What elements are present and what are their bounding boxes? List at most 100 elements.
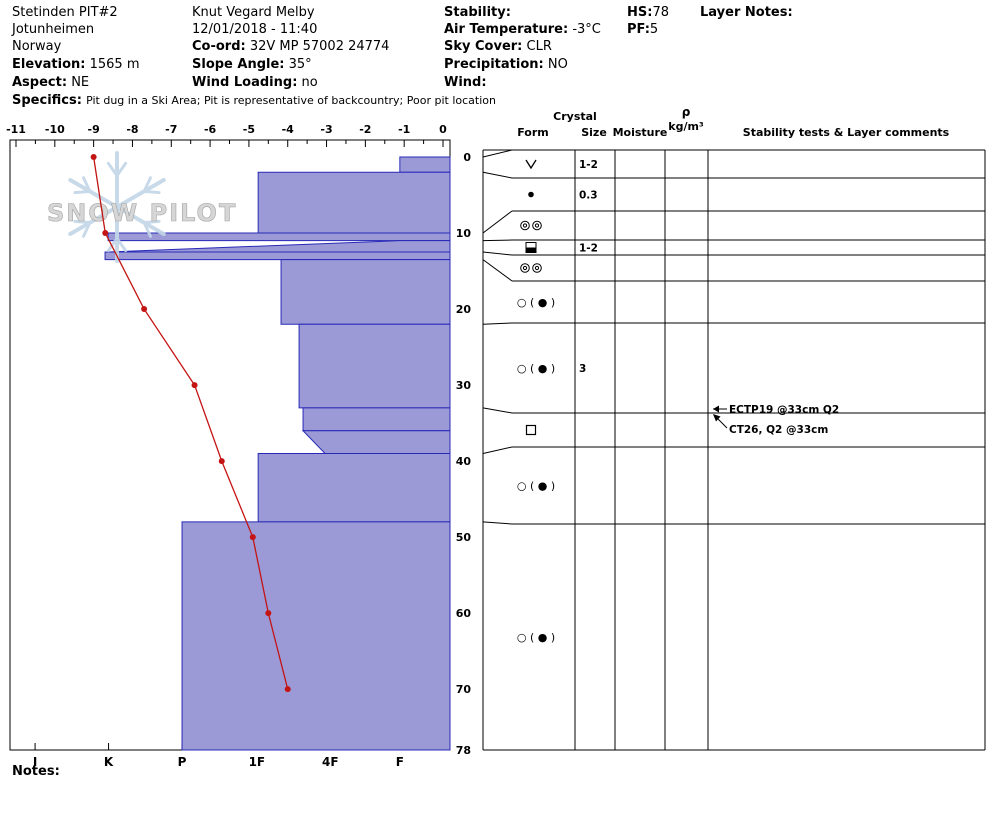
aspect-label: Aspect: bbox=[12, 75, 68, 90]
coord-label: Co-ord: bbox=[192, 39, 246, 54]
svg-text:78: 78 bbox=[456, 744, 471, 757]
snow-layer bbox=[257, 171, 451, 234]
comments-header: Stability tests & Layer comments bbox=[743, 126, 950, 139]
temp-point bbox=[284, 686, 291, 693]
snow-layer bbox=[301, 430, 451, 455]
coord-field: Co-ord: 32V MP 57002 24774 bbox=[192, 39, 389, 55]
observer-name: Knut Vegard Melby bbox=[192, 5, 315, 20]
temp-point bbox=[265, 610, 272, 617]
moisture-header: Moisture bbox=[613, 126, 668, 139]
snowflake-icon bbox=[68, 178, 119, 209]
watermark-text: SNOW PILOT bbox=[47, 199, 237, 227]
svg-text:P: P bbox=[178, 755, 187, 769]
form-new-snow-icon bbox=[525, 159, 537, 170]
crystal-size-value: 0.3 bbox=[579, 190, 598, 202]
sky-cover-label: Sky Cover: bbox=[444, 39, 523, 54]
form-rounds-mixed-icon: ○ ( ● ) bbox=[517, 362, 555, 375]
aspect-field: Aspect: NE bbox=[12, 75, 89, 91]
svg-text:K: K bbox=[104, 755, 114, 769]
snowpilot-watermark: SNOW PILOT bbox=[47, 151, 237, 263]
stability-test-ct: CT26, Q2 @33cm bbox=[729, 424, 828, 436]
form-rimed-icon bbox=[520, 263, 530, 273]
pit-country: Norway bbox=[12, 39, 62, 54]
svg-text:I: I bbox=[33, 755, 37, 769]
pit-datetime: 12/01/2018 - 11:40 bbox=[192, 22, 318, 37]
slope-angle-value: 35° bbox=[288, 57, 312, 72]
wind-field: Wind: bbox=[444, 75, 487, 91]
temp-point bbox=[218, 458, 225, 465]
svg-text:60: 60 bbox=[456, 607, 472, 620]
snow-layer bbox=[399, 156, 451, 173]
precipitation-label: Precipitation: bbox=[444, 57, 544, 72]
snow-layer bbox=[108, 240, 451, 253]
svg-text:0: 0 bbox=[439, 123, 447, 136]
elevation-label: Elevation: bbox=[12, 57, 86, 72]
svg-text:-3: -3 bbox=[320, 123, 332, 136]
form-rounds-mixed-icon: ○ ( ● ) bbox=[517, 296, 555, 309]
temp-point bbox=[249, 534, 256, 541]
stability-label: Stability: bbox=[444, 5, 511, 20]
temperature-axis: -11 -10 -9 -8 -7 -6 -5 -4 -3 -2 -1 0 bbox=[6, 123, 447, 147]
wind-loading-label: Wind Loading: bbox=[192, 75, 298, 90]
wind-loading-value: no bbox=[301, 75, 318, 90]
svg-text:-2: -2 bbox=[359, 123, 371, 136]
temperature-profile bbox=[90, 154, 291, 693]
notes-heading: Notes: bbox=[12, 764, 60, 779]
crystal-table-grid bbox=[482, 149, 986, 751]
wind-label: Wind: bbox=[444, 75, 487, 90]
svg-text:-4: -4 bbox=[282, 123, 295, 136]
hs-label: HS: bbox=[627, 5, 653, 20]
svg-text:50: 50 bbox=[456, 531, 472, 544]
snowflake-icon bbox=[68, 205, 119, 236]
crystal-header: Crystal bbox=[553, 110, 597, 123]
density-unit-header: kg/m³ bbox=[668, 120, 704, 133]
snow-layer bbox=[257, 453, 451, 523]
slope-angle-field: Slope Angle: 35° bbox=[192, 57, 312, 73]
form-facets-icon bbox=[525, 424, 537, 436]
aspect-value: NE bbox=[71, 75, 90, 90]
form-rimed-icon bbox=[520, 220, 530, 231]
crystal-size-value: 1-2 bbox=[579, 159, 598, 171]
snow-layer bbox=[107, 232, 451, 242]
snow-layers bbox=[104, 156, 451, 751]
snowflake-icon bbox=[115, 205, 166, 236]
svg-text:30: 30 bbox=[456, 379, 472, 392]
svg-text:-9: -9 bbox=[88, 123, 100, 136]
form-rounds-icon bbox=[528, 191, 534, 198]
hardness-axis: I K P 1F 4F F bbox=[33, 743, 404, 769]
svg-text:20: 20 bbox=[456, 303, 472, 316]
svg-text:-6: -6 bbox=[204, 123, 217, 136]
wind-loading-field: Wind Loading: no bbox=[192, 75, 318, 91]
svg-text:-1: -1 bbox=[398, 123, 410, 136]
pf-field: PF:5 bbox=[627, 22, 658, 38]
crystal-size-value: 3 bbox=[579, 363, 586, 375]
snowflake-icon bbox=[115, 178, 166, 209]
snow-layer bbox=[104, 251, 451, 261]
svg-text:-10: -10 bbox=[45, 123, 65, 136]
temp-point bbox=[102, 230, 109, 237]
svg-text:-8: -8 bbox=[126, 123, 138, 136]
svg-text:0: 0 bbox=[463, 151, 471, 164]
air-temp-field: Air Temperature: -3°C bbox=[444, 22, 601, 38]
precipitation-field: Precipitation: NO bbox=[444, 57, 568, 73]
pf-value: 5 bbox=[649, 22, 659, 37]
svg-text:-11: -11 bbox=[6, 123, 26, 136]
specifics-value: Pit dug in a Ski Area; Pit is representa… bbox=[86, 94, 496, 107]
svg-text:10: 10 bbox=[456, 227, 472, 240]
snow-layer bbox=[181, 521, 451, 751]
specifics-label: Specifics: bbox=[12, 93, 82, 108]
density-header: ρ bbox=[682, 105, 691, 119]
snow-layer bbox=[298, 323, 451, 409]
svg-text:4F: 4F bbox=[322, 755, 339, 769]
arrow-upleft-icon bbox=[713, 414, 721, 422]
air-temp-value: -3°C bbox=[572, 22, 601, 37]
precipitation-value: NO bbox=[547, 57, 568, 72]
hs-field: HS:78 bbox=[627, 5, 669, 21]
svg-text:-5: -5 bbox=[243, 123, 255, 136]
svg-text:40: 40 bbox=[456, 455, 472, 468]
stability-field: Stability: bbox=[444, 5, 511, 21]
pit-region: Jotunheimen bbox=[12, 22, 95, 37]
snow-layer bbox=[280, 259, 451, 325]
